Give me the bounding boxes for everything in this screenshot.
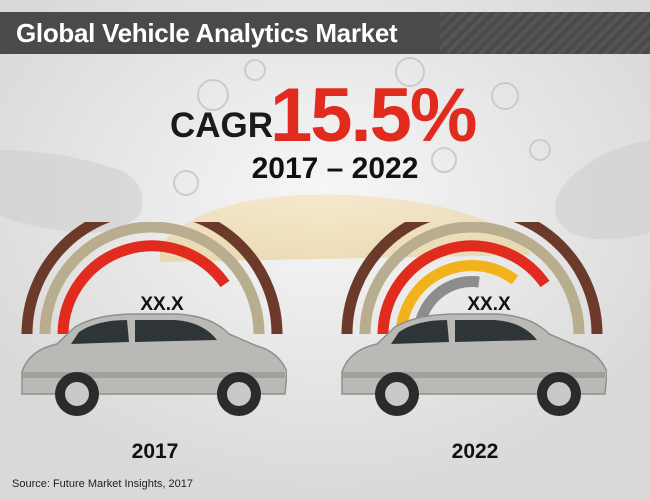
cagr-label: CAGR <box>170 106 274 145</box>
gauge-2017: XX.X <box>17 222 287 422</box>
gauge-arc-red <box>377 240 550 335</box>
car-icon <box>21 313 287 416</box>
page-title: Global Vehicle Analytics Market <box>16 18 398 48</box>
gauge-2022-value: XX.X <box>467 294 511 315</box>
gauge-2022: XX.X <box>337 222 607 422</box>
gauge-2022-graphic <box>341 222 607 416</box>
gauge-arc-red <box>57 240 230 335</box>
title-bar-pattern <box>440 12 650 54</box>
year-2017-label: 2017 <box>131 440 179 463</box>
forecast-period: 2017 – 2022 <box>251 152 419 185</box>
gauge-2017-value: XX.X <box>140 294 184 315</box>
title-bar: Global Vehicle Analytics Market <box>0 12 650 54</box>
year-2022-label: 2022 <box>451 440 499 463</box>
cagr-value: 15.5% <box>270 73 477 158</box>
gauge-arc-brown <box>21 222 283 335</box>
gauge-2017-graphic <box>21 222 287 416</box>
gauge-arc-khaki <box>39 222 265 335</box>
source-note: Source: Future Market Insights, 2017 <box>12 478 193 490</box>
car-icon <box>341 313 607 416</box>
gauge-arc-khaki <box>359 222 585 335</box>
gauge-arc-yellow <box>395 259 519 335</box>
gauge-arc-brown <box>341 222 603 335</box>
